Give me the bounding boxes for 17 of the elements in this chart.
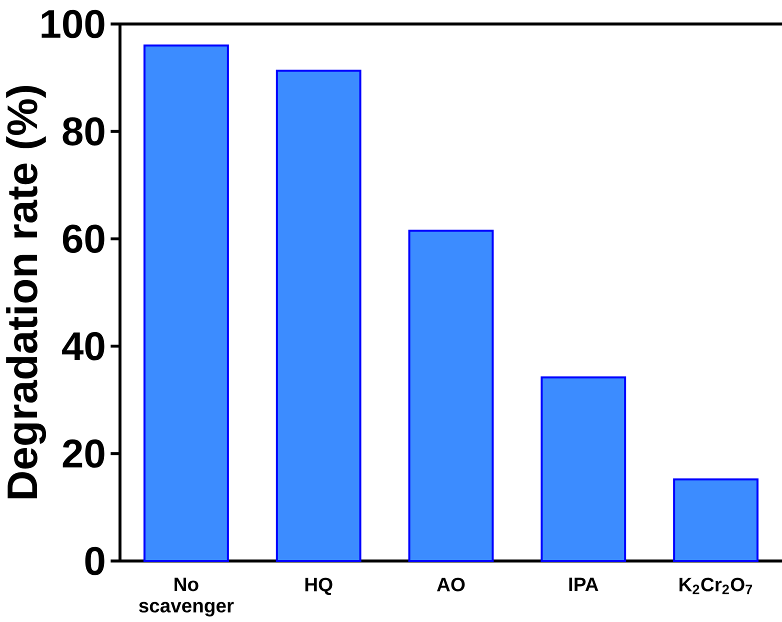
bar <box>408 230 494 562</box>
y-axis-title: Degradation rate (%) <box>6 86 46 498</box>
y-tick-label: 100 <box>42 10 104 38</box>
bar <box>143 44 229 562</box>
x-tick-label: HQ <box>305 578 332 596</box>
x-tick-label: IPA <box>569 578 598 592</box>
x-tick-label: No scavenger <box>139 578 234 616</box>
y-tick-label: 80 <box>62 117 104 146</box>
bar <box>673 478 759 562</box>
x-tick-label: K$_{2}$Cr$_{2}$O$_{7}$ <box>680 578 752 594</box>
y-tick-label: 0 <box>85 546 104 576</box>
y-tick-label: 60 <box>62 224 104 253</box>
bar <box>540 376 626 562</box>
bar <box>276 70 362 562</box>
x-tick-label: AO <box>436 578 465 592</box>
y-tick-label: 20 <box>62 439 104 468</box>
y-tick-label: 40 <box>62 332 104 360</box>
